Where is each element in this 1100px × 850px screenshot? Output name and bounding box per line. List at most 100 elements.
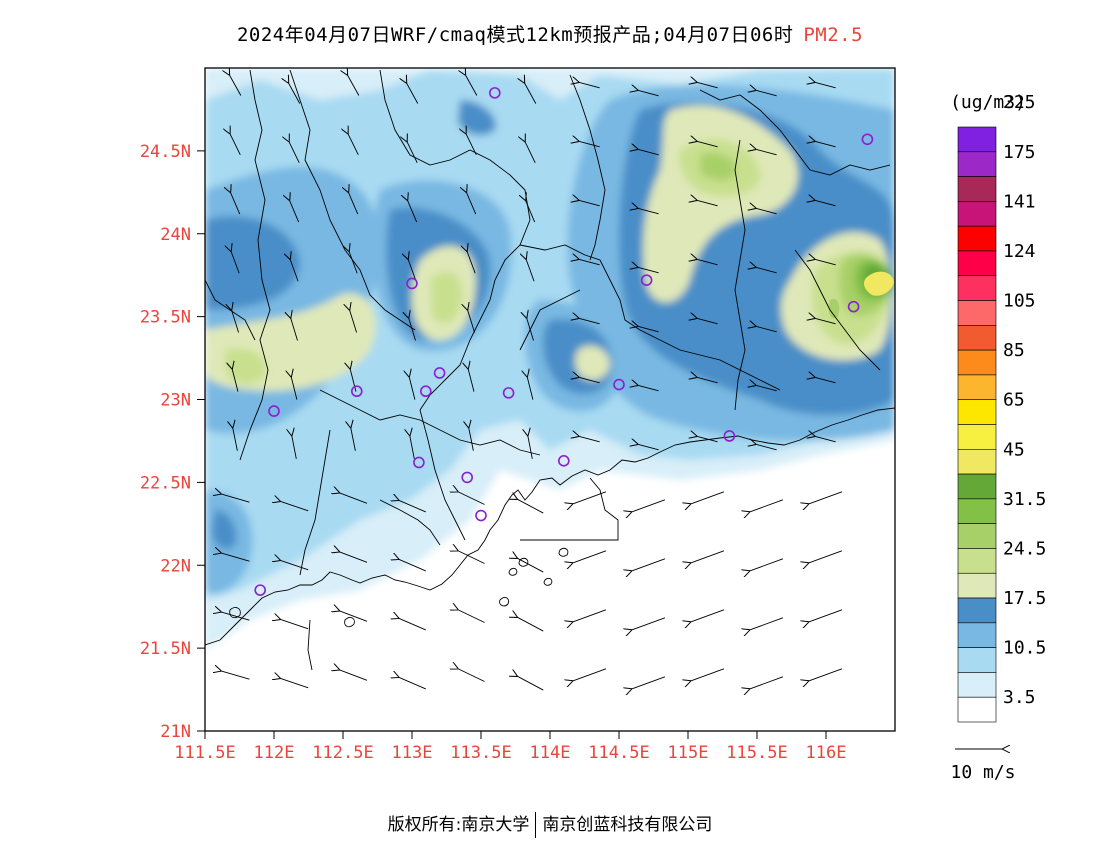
colorbar-label: 141	[1003, 191, 1036, 212]
legend-unit: (ug/m3)	[950, 92, 1026, 113]
wind-arrow	[814, 377, 836, 384]
wind-arrow	[517, 617, 544, 632]
station-marker	[723, 430, 736, 442]
colorbar-swatch	[957, 473, 997, 500]
wind-arrow	[349, 310, 358, 333]
wind-arrow	[749, 558, 784, 571]
wind-arrow	[466, 133, 477, 155]
footer-divider	[535, 812, 537, 838]
wind-arrow	[288, 82, 301, 104]
wind-arrow	[808, 550, 843, 563]
lon-tick-label: 114.5E	[588, 743, 649, 763]
colorbar-label: 124	[1003, 241, 1036, 262]
wind-arrow	[808, 491, 843, 504]
station-marker	[861, 133, 874, 146]
wind-arrow	[637, 208, 659, 215]
station-marker	[419, 385, 432, 398]
wind-arrow	[468, 368, 475, 392]
wind-arrow	[524, 82, 537, 104]
lon-tick-label: 113E	[392, 743, 433, 763]
wind-arrow	[755, 444, 777, 451]
wind-arrow	[409, 376, 416, 400]
lon-tick-label: 115.5E	[726, 743, 787, 763]
wind-arrow	[347, 75, 360, 96]
colorbar-label: 65	[1003, 390, 1025, 411]
wind-arrow	[631, 676, 666, 689]
station-marker	[640, 274, 653, 286]
copyright-footer: 版权所有:南京大学 南京创蓝科技有限公司	[0, 810, 1100, 838]
wind-arrow	[233, 427, 238, 451]
station-marker	[413, 456, 425, 469]
wind-arrow	[755, 90, 777, 97]
lon-tick-label: 112.5E	[312, 743, 373, 763]
station-marker	[268, 405, 280, 417]
lon-tick-label: 114E	[530, 743, 571, 763]
lat-tick-label: 24N	[160, 225, 191, 245]
wind-arrow	[407, 141, 418, 163]
wind-arrow	[755, 385, 777, 392]
monitoring-stations	[254, 87, 874, 596]
wind-arrow	[814, 82, 836, 89]
wind-arrow	[457, 492, 485, 505]
colorbar-swatch	[957, 349, 997, 376]
wind-arrow	[814, 318, 836, 325]
wind-arrow	[517, 499, 544, 514]
wind-arrow	[339, 493, 368, 504]
lat-tick-label: 22N	[160, 556, 191, 576]
wind-arrow	[409, 318, 416, 341]
wind-arrow	[465, 75, 478, 96]
colorbar-legend: 3.5 10.5 17.5 24.5 31.5 45 65 85 105 124 141 175 225	[957, 92, 1046, 723]
lon-tick-label: 113.5E	[450, 743, 511, 763]
lon-tick-label: 115E	[668, 743, 709, 763]
wind-arrow	[349, 251, 358, 274]
pollutant-label: PM2.5	[803, 24, 864, 46]
wind-arrow	[755, 149, 777, 156]
colorbar-label: 10.5	[1003, 638, 1046, 659]
wind-arrow	[749, 676, 784, 689]
station-marker	[847, 300, 860, 313]
wind-arrow	[291, 376, 298, 400]
wind-arrow	[289, 200, 300, 223]
station-marker	[254, 584, 267, 596]
wind-arrow	[808, 609, 843, 622]
colorbar-swatch	[957, 424, 997, 450]
wind-arrow	[398, 677, 426, 690]
wind-arrow	[231, 310, 240, 333]
wind-arrow	[637, 149, 659, 156]
station-marker	[502, 387, 515, 399]
wind-arrow	[232, 368, 239, 392]
colorbar-swatch	[957, 597, 997, 624]
wind-reference-label: 10 m/s	[950, 762, 1015, 783]
wind-arrow	[221, 494, 250, 503]
wind-arrow	[690, 609, 725, 622]
colorbar-label: 45	[1003, 439, 1025, 460]
wind-arrow	[525, 141, 536, 163]
wind-arrow	[637, 326, 659, 333]
wind-arrow	[572, 668, 607, 681]
wind-arrow	[469, 427, 474, 451]
wind-arrow	[410, 435, 415, 459]
wind-arrow	[406, 82, 419, 104]
latitude-axis: 21N 21.5N 22N 22.5N 23N 23.5N 24N 24.5N	[140, 142, 205, 742]
wind-arrow	[572, 491, 607, 504]
wind-arrow	[749, 617, 784, 630]
station-marker	[557, 455, 570, 467]
wind-arrow	[578, 259, 600, 266]
wind-arrow	[289, 141, 300, 163]
wind-arrow	[467, 251, 476, 274]
wind-arrow	[814, 141, 836, 148]
wind-arrow	[280, 501, 309, 512]
wind-arrow	[814, 259, 836, 266]
colorbar-label: 31.5	[1003, 489, 1046, 510]
colorbar-swatch	[957, 647, 997, 673]
wind-arrow	[339, 670, 368, 681]
station-marker	[433, 367, 446, 379]
lat-tick-label: 23N	[160, 391, 191, 411]
colorbar-label: 85	[1003, 340, 1025, 361]
wind-arrow	[696, 436, 718, 443]
colorbar-swatch	[957, 201, 997, 227]
colorbar-swatch	[957, 572, 997, 599]
colorbar-swatch	[957, 126, 997, 153]
colorbar-swatch	[957, 300, 997, 326]
wind-arrow	[517, 558, 544, 573]
